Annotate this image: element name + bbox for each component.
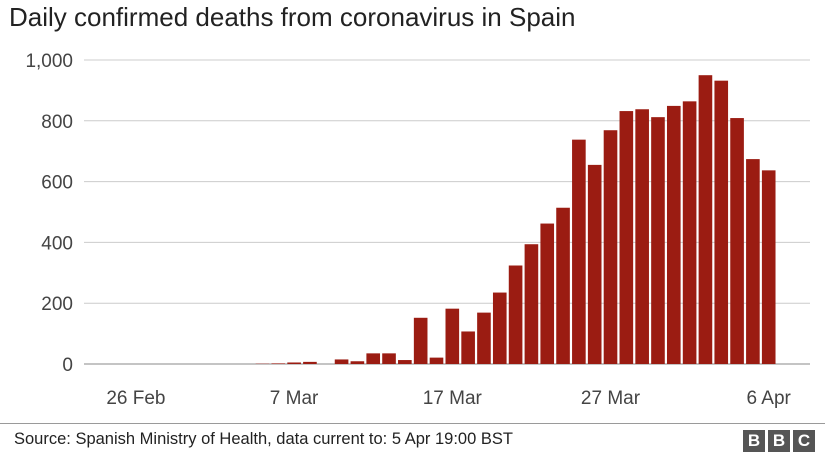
bar	[666, 105, 681, 365]
bar	[651, 117, 665, 365]
x-axis: 26 Feb 7 Mar 17 Mar 27 Mar 6 Apr	[106, 388, 791, 409]
y-tick-label: 400	[41, 233, 73, 254]
bar	[477, 312, 491, 364]
x-tick-label: 17 Mar	[423, 388, 483, 409]
x-tick-label: 7 Mar	[270, 388, 319, 409]
y-tick-label: 200	[41, 294, 73, 315]
bar	[714, 80, 729, 365]
y-tick-label: 600	[41, 173, 73, 194]
bar	[524, 244, 539, 364]
bar	[303, 361, 317, 364]
bar	[587, 164, 602, 364]
bar	[382, 353, 396, 364]
bar	[556, 207, 570, 364]
bbc-logo-letter: B	[768, 430, 790, 452]
y-tick-label: 1,000	[25, 51, 73, 72]
x-tick-label: 6 Apr	[747, 388, 792, 409]
bar	[746, 159, 760, 364]
bbc-logo-letter: B	[743, 430, 765, 452]
bar	[619, 111, 634, 364]
y-axis: 0 200 400 600 800 1,000	[25, 51, 73, 376]
source-note: Source: Spanish Ministry of Health, data…	[14, 430, 513, 448]
bars	[255, 75, 776, 365]
bbc-logo: B B C	[743, 430, 815, 452]
bar-chart: 0 200 400 600 800 1,000 26 Feb 7 Mar 17 Mar 27 M…	[25, 51, 810, 409]
bar	[398, 360, 412, 364]
bar	[508, 265, 523, 364]
bbc-logo-letter: C	[793, 430, 815, 452]
bar	[540, 223, 555, 364]
bar	[350, 361, 365, 364]
bar	[603, 130, 618, 364]
x-tick-label: 27 Mar	[581, 388, 641, 409]
gridlines	[84, 59, 810, 365]
y-tick-label: 800	[41, 112, 73, 133]
bar	[461, 331, 475, 364]
bar	[492, 292, 507, 364]
bar	[761, 170, 776, 364]
bar	[287, 362, 301, 364]
y-tick-label: 0	[62, 355, 73, 376]
x-tick-label: 26 Feb	[106, 388, 165, 409]
bar	[445, 308, 460, 364]
bar	[698, 75, 713, 364]
bar	[366, 353, 381, 364]
bar	[429, 357, 444, 364]
bar	[413, 317, 428, 364]
bar	[730, 118, 744, 364]
footer-divider	[0, 423, 825, 424]
chart-title: Daily confirmed deaths from coronavirus …	[9, 2, 576, 32]
bar	[635, 109, 649, 364]
bar	[271, 363, 286, 364]
bar	[682, 101, 697, 364]
bar	[572, 139, 586, 364]
bar	[334, 359, 349, 364]
